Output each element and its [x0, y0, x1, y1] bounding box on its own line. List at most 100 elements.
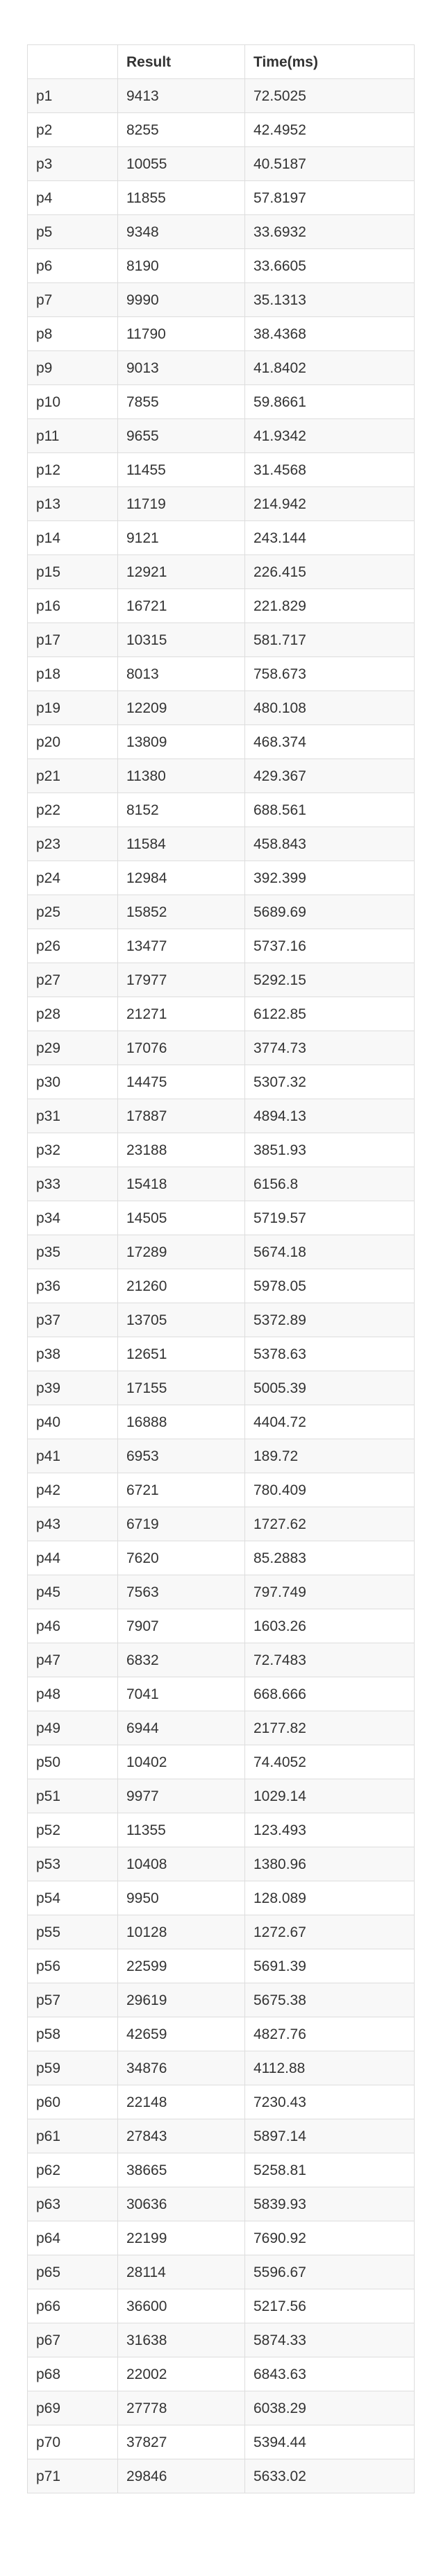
cell-name: p43: [27, 1507, 118, 1541]
cell-time: 189.72: [244, 1439, 415, 1473]
cell-time: 7230.43: [244, 2085, 415, 2119]
cell-name: p46: [27, 1609, 118, 1643]
cell-name: p5: [27, 214, 118, 249]
cell-result: 28114: [117, 2255, 245, 2289]
cell-time: 5378.63: [244, 1337, 415, 1371]
table-row: p64 22199 7690.92: [27, 2221, 415, 2255]
cell-result: 13477: [117, 929, 245, 963]
cell-result: 9950: [117, 1881, 245, 1915]
cell-name: p36: [27, 1269, 118, 1303]
cell-name: p52: [27, 1813, 118, 1847]
cell-name: p45: [27, 1575, 118, 1609]
cell-time: 5839.93: [244, 2187, 415, 2221]
table-row: p52 11355 123.493: [27, 1813, 415, 1847]
cell-result: 27843: [117, 2119, 245, 2153]
table-row: p46 7907 1603.26: [27, 1609, 415, 1643]
cell-result: 17289: [117, 1235, 245, 1269]
table-row: p57 29619 5675.38: [27, 1983, 415, 2017]
cell-time: 5675.38: [244, 1983, 415, 2017]
cell-time: 6038.29: [244, 2391, 415, 2425]
cell-time: 38.4368: [244, 316, 415, 351]
cell-result: 8013: [117, 656, 245, 691]
cell-time: 758.673: [244, 656, 415, 691]
cell-result: 10315: [117, 622, 245, 657]
cell-result: 22199: [117, 2221, 245, 2255]
cell-time: 5217.56: [244, 2289, 415, 2323]
table-row: p32 23188 3851.93: [27, 1133, 415, 1167]
cell-result: 9348: [117, 214, 245, 249]
table-row: p63 30636 5839.93: [27, 2187, 415, 2221]
cell-time: 5691.39: [244, 1949, 415, 1983]
cell-result: 6953: [117, 1439, 245, 1473]
table-row: p67 31638 5874.33: [27, 2323, 415, 2357]
cell-result: 11855: [117, 180, 245, 215]
results-table-container: Result Time(ms) p1 9413 72.5025 p2 8255 42.49…: [27, 44, 415, 2493]
table-row: p20 13809 468.374: [27, 724, 415, 759]
table-header: Result Time(ms): [27, 44, 415, 79]
header-row: Result Time(ms): [27, 44, 415, 79]
table-row: p61 27843 5897.14: [27, 2119, 415, 2153]
table-row: p23 11584 458.843: [27, 827, 415, 861]
cell-name: p28: [27, 997, 118, 1031]
cell-result: 7563: [117, 1575, 245, 1609]
cell-time: 429.367: [244, 759, 415, 793]
table-row: p39 17155 5005.39: [27, 1371, 415, 1405]
table-row: p47 6832 72.7483: [27, 1643, 415, 1677]
cell-time: 74.4052: [244, 1745, 415, 1779]
cell-result: 17076: [117, 1031, 245, 1065]
cell-time: 5978.05: [244, 1269, 415, 1303]
cell-name: p9: [27, 350, 118, 385]
cell-time: 5596.67: [244, 2255, 415, 2289]
cell-name: p42: [27, 1473, 118, 1507]
table-row: p28 21271 6122.85: [27, 997, 415, 1031]
cell-result: 22002: [117, 2357, 245, 2391]
cell-time: 5005.39: [244, 1371, 415, 1405]
cell-result: 7855: [117, 384, 245, 419]
cell-name: p64: [27, 2221, 118, 2255]
cell-time: 5292.15: [244, 963, 415, 997]
cell-name: p15: [27, 554, 118, 589]
cell-time: 128.089: [244, 1881, 415, 1915]
cell-name: p13: [27, 486, 118, 521]
header-cell-result: Result: [117, 44, 245, 79]
cell-name: p26: [27, 929, 118, 963]
cell-name: p16: [27, 588, 118, 623]
cell-name: p18: [27, 656, 118, 691]
table-row: p59 34876 4112.88: [27, 2051, 415, 2085]
cell-result: 7041: [117, 1677, 245, 1711]
table-row: p19 12209 480.108: [27, 690, 415, 725]
cell-result: 12984: [117, 861, 245, 895]
table-row: p9 9013 41.8402: [27, 350, 415, 385]
cell-result: 7907: [117, 1609, 245, 1643]
cell-name: p12: [27, 452, 118, 487]
cell-result: 29846: [117, 2459, 245, 2493]
cell-name: p61: [27, 2119, 118, 2153]
cell-time: 1727.62: [244, 1507, 415, 1541]
cell-name: p71: [27, 2459, 118, 2493]
cell-result: 13809: [117, 724, 245, 759]
cell-time: 480.108: [244, 690, 415, 725]
cell-name: p20: [27, 724, 118, 759]
table-row: p36 21260 5978.05: [27, 1269, 415, 1303]
table-row: p30 14475 5307.32: [27, 1065, 415, 1099]
cell-result: 11455: [117, 452, 245, 487]
cell-name: p59: [27, 2051, 118, 2085]
cell-time: 3851.93: [244, 1133, 415, 1167]
cell-result: 7620: [117, 1541, 245, 1575]
header-cell-name: [27, 44, 118, 79]
table-row: p51 9977 1029.14: [27, 1779, 415, 1813]
table-row: p16 16721 221.829: [27, 588, 415, 623]
cell-time: 40.5187: [244, 146, 415, 181]
cell-name: p11: [27, 418, 118, 453]
cell-time: 5737.16: [244, 929, 415, 963]
cell-time: 581.717: [244, 622, 415, 657]
table-row: p4 11855 57.8197: [27, 180, 415, 215]
table-row: p60 22148 7230.43: [27, 2085, 415, 2119]
cell-time: 6122.85: [244, 997, 415, 1031]
cell-time: 5258.81: [244, 2153, 415, 2187]
cell-time: 392.399: [244, 861, 415, 895]
table-row: p22 8152 688.561: [27, 793, 415, 827]
cell-result: 9013: [117, 350, 245, 385]
cell-result: 22599: [117, 1949, 245, 1983]
table-row: p21 11380 429.367: [27, 759, 415, 793]
